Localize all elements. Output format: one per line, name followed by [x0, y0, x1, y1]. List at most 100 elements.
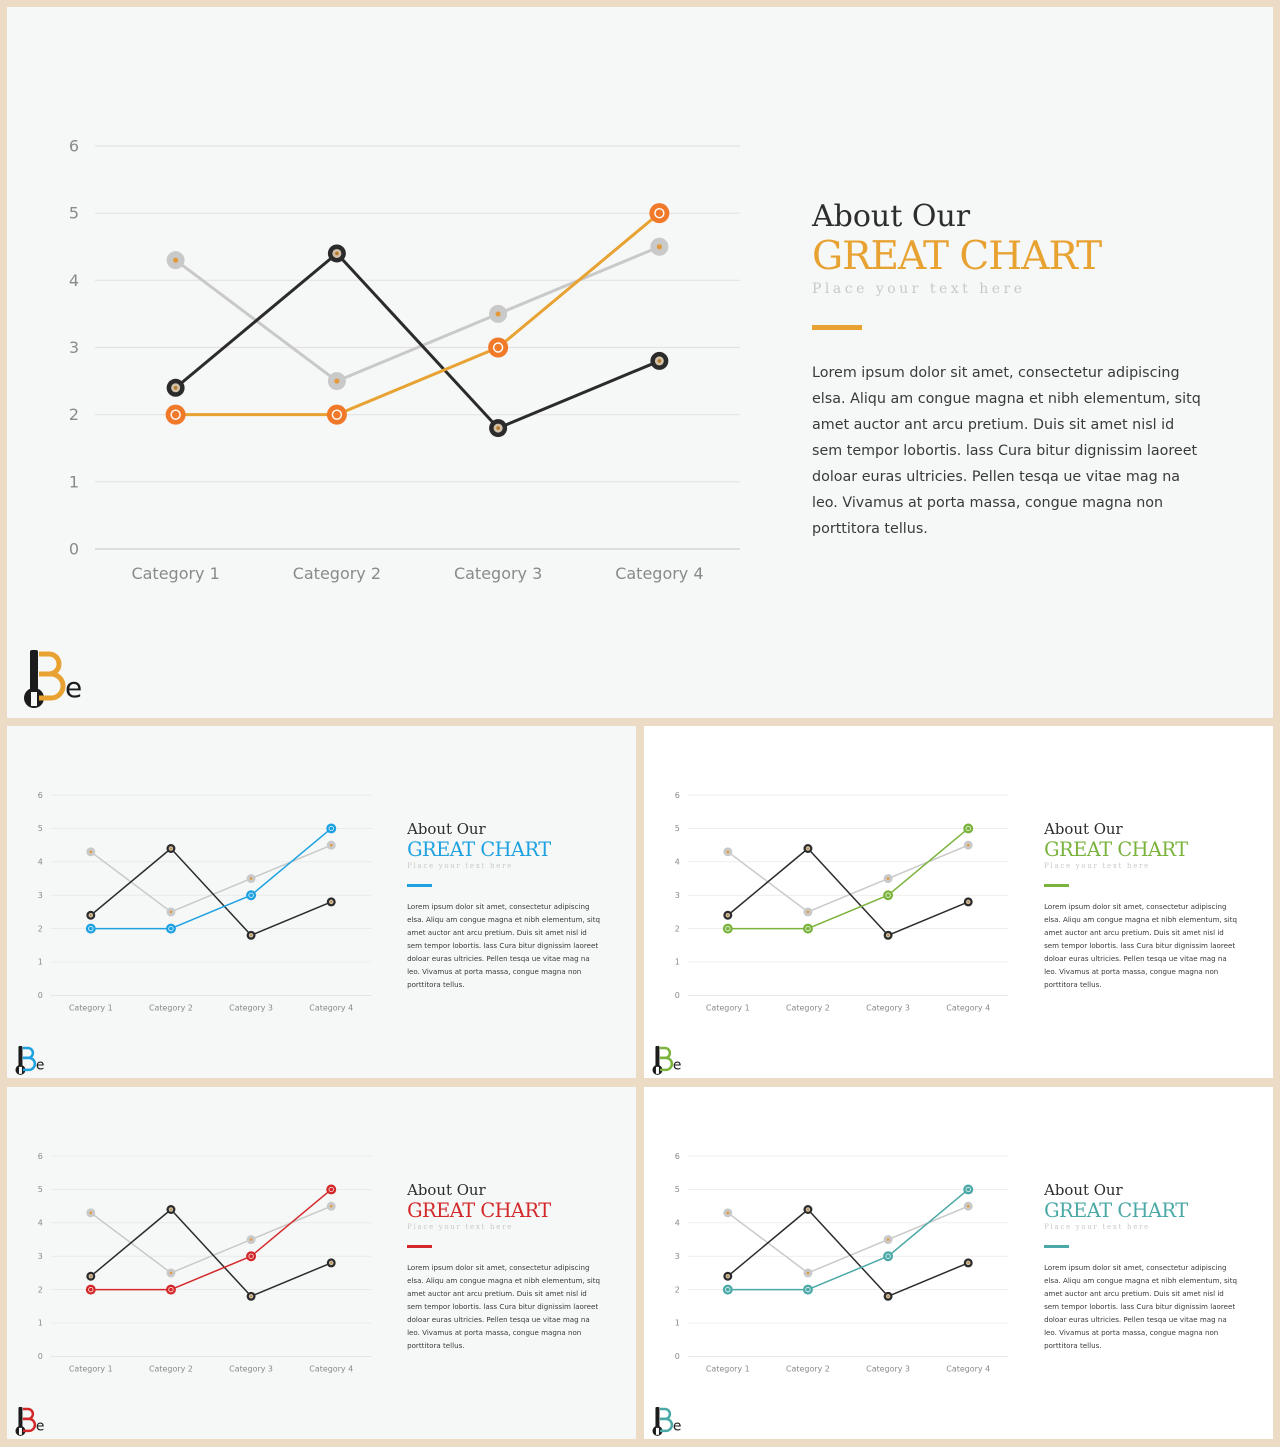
y-tick-label: 4: [38, 858, 43, 867]
accent-bar: [1044, 884, 1069, 887]
data-point: [722, 923, 733, 934]
data-point: [802, 923, 813, 934]
text-block: About Our GREAT CHART Place your text here…: [1044, 1182, 1243, 1353]
data-point: [963, 1201, 973, 1211]
accent-bar: [812, 325, 862, 330]
data-point: [326, 1184, 337, 1195]
data-point: [327, 372, 346, 391]
data-point: [723, 1271, 733, 1281]
title-line-1: About Our: [407, 1181, 486, 1200]
subtitle: Place your text here: [812, 281, 1026, 297]
x-tick-label: Category 1: [131, 564, 219, 583]
data-point: [803, 844, 813, 853]
y-tick-label: 5: [69, 204, 79, 223]
series-line: [727, 1208, 969, 1298]
subtitle: Place your text here: [1044, 1223, 1150, 1232]
y-tick-label: 6: [675, 1152, 680, 1161]
data-point: [489, 304, 508, 323]
data-point: [649, 203, 670, 224]
y-tick-label: 0: [675, 1352, 680, 1361]
x-tick-label: Category 1: [706, 1003, 750, 1012]
svg-text:e: e: [36, 1418, 45, 1434]
x-tick-label: Category 3: [229, 1364, 273, 1373]
y-tick-label: 1: [69, 472, 79, 491]
y-tick-label: 4: [675, 858, 680, 867]
data-point: [85, 1284, 96, 1295]
data-point: [650, 237, 669, 256]
y-tick-label: 3: [69, 338, 79, 357]
data-point: [723, 910, 733, 920]
x-tick-label: Category 1: [69, 1364, 113, 1373]
data-point: [165, 923, 176, 934]
x-tick-label: Category 2: [149, 1003, 193, 1012]
svg-text:e: e: [36, 1057, 45, 1073]
subtitle: Place your text here: [407, 1223, 513, 1232]
data-point: [246, 1235, 256, 1245]
y-tick-label: 3: [675, 1252, 680, 1261]
title-line-1: About Our: [812, 199, 971, 234]
subtitle: Place your text here: [407, 862, 513, 871]
y-tick-label: 5: [38, 824, 43, 833]
svg-text:e: e: [673, 1057, 682, 1073]
title-line-2: GREAT CHART: [407, 1199, 551, 1223]
x-tick-label: Category 3: [866, 1003, 910, 1012]
x-tick-label: Category 1: [69, 1003, 113, 1012]
data-point: [883, 930, 893, 940]
wrench-logo-icon: e: [24, 650, 82, 708]
slide-main: 0 1 2 3 4 5 6 Category 1 Category 2 Category 3 Cat…: [7, 7, 1273, 718]
x-tick-label: Category 3: [866, 1364, 910, 1373]
data-point: [327, 244, 346, 263]
x-tick-label: Category 4: [946, 1364, 990, 1373]
y-tick-label: 6: [675, 791, 680, 800]
wrench-logo-icon: e: [15, 1406, 45, 1436]
data-point: [165, 404, 186, 425]
text-block: About Our GREAT CHART Place your text here…: [407, 1182, 606, 1353]
x-tick-label: Category 2: [149, 1364, 193, 1373]
y-tick-label: 0: [675, 991, 680, 1000]
accent-bar: [407, 884, 432, 887]
data-point: [803, 1268, 813, 1278]
title-line-2: GREAT CHART: [812, 234, 1102, 279]
wrench-logo-icon: e: [652, 1045, 682, 1075]
data-point: [326, 823, 337, 834]
x-tick-label: Category 3: [229, 1003, 273, 1012]
y-tick-label: 5: [675, 824, 680, 833]
slide-green: 0 1 2 3 4 5 6 Category 1 Category 2 Category 3 Cat…: [644, 726, 1273, 1078]
data-point: [963, 897, 973, 907]
data-point: [86, 1271, 96, 1281]
data-point: [86, 910, 96, 920]
line-chart: 0 1 2 3 4 5 6 Category 1 Category 2 Category 3 Cat…: [69, 137, 740, 583]
y-tick-label: 5: [675, 1185, 680, 1194]
title-line-2: GREAT CHART: [407, 838, 551, 862]
data-point: [85, 923, 96, 934]
data-point: [883, 874, 893, 884]
text-block: About Our GREAT CHART Place your text here…: [407, 821, 606, 992]
x-tick-label: Category 4: [309, 1003, 353, 1012]
series-line: [174, 251, 660, 430]
data-point: [883, 1235, 893, 1245]
data-point: [326, 1201, 336, 1211]
data-point: [246, 874, 256, 884]
series-line: [90, 1188, 332, 1291]
data-point: [488, 337, 509, 358]
data-point: [803, 907, 813, 917]
series-line: [175, 212, 661, 417]
series-line: [727, 844, 969, 913]
slide-red: 0 1 2 3 4 5 6 Category 1 Category 2 Category 3 Cat…: [7, 1087, 636, 1439]
title-line-2: GREAT CHART: [1044, 838, 1188, 862]
x-tick-label: Category 2: [293, 564, 381, 583]
line-chart: 0 1 2 3 4 5 6 Category 1 Category 2 Category 3 Cat…: [675, 791, 1009, 1012]
data-point: [246, 930, 256, 940]
body-text: Lorem ipsum dolor sit amet, consectetur …: [407, 902, 600, 989]
y-tick-label: 4: [69, 271, 79, 290]
data-point: [246, 1291, 256, 1301]
svg-text:e: e: [65, 671, 82, 704]
y-tick-label: 2: [38, 1285, 43, 1294]
data-point: [166, 1268, 176, 1278]
y-tick-label: 1: [38, 958, 43, 967]
x-tick-label: Category 4: [309, 1364, 353, 1373]
data-point: [326, 840, 336, 850]
y-tick-label: 2: [69, 405, 79, 424]
y-tick-label: 1: [38, 1319, 43, 1328]
wrench-logo-icon: e: [652, 1406, 681, 1436]
